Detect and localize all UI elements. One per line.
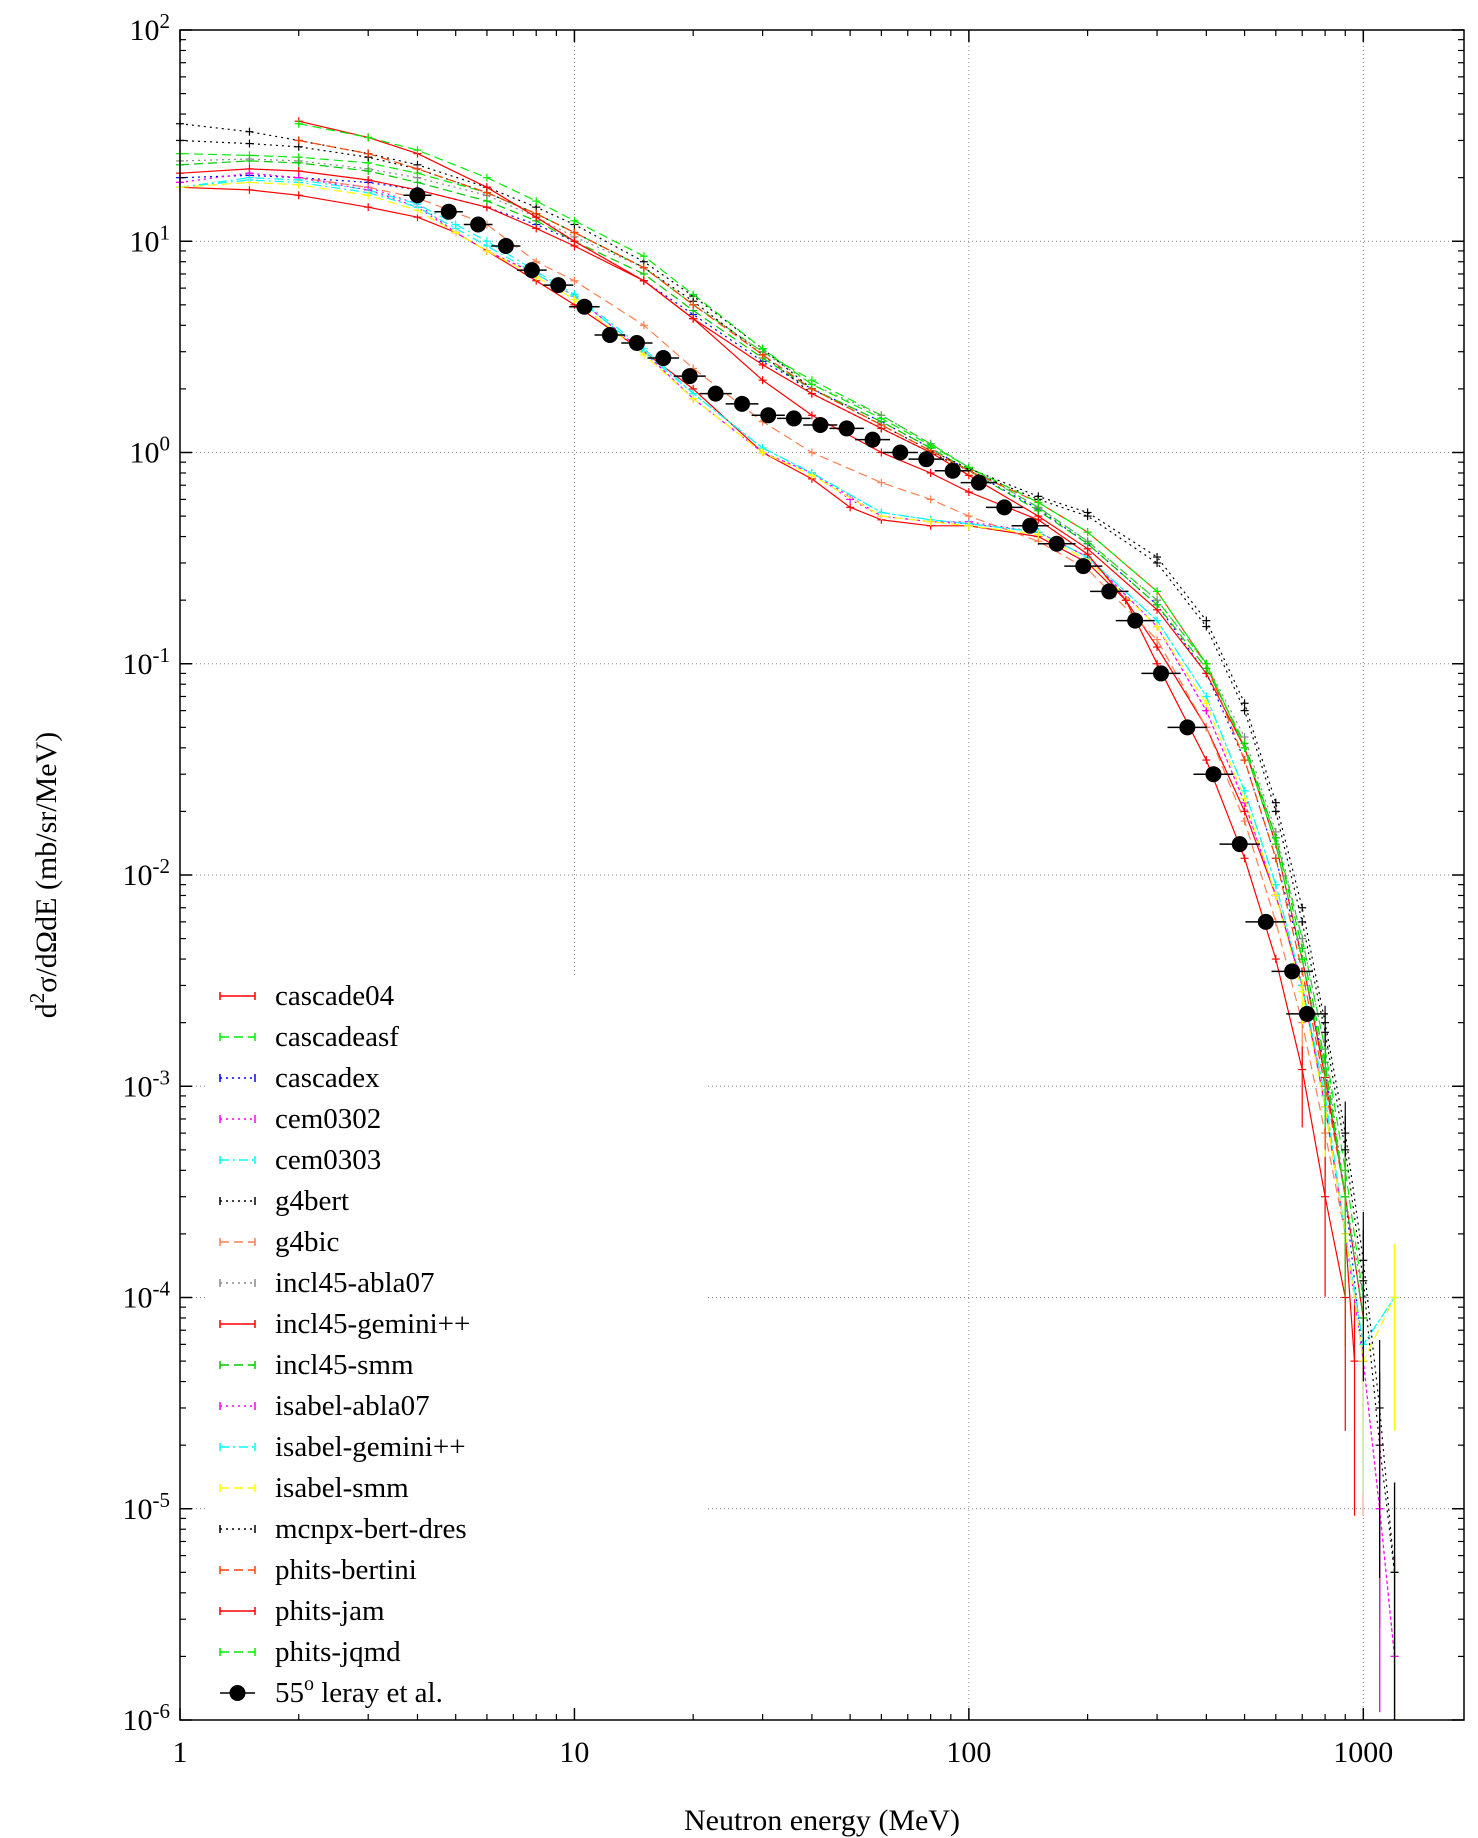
legend-item-cascadex: cascadex [219, 1062, 380, 1094]
legend: cascade04 cascadeasf cascadex cem0302 cem030… [219, 980, 470, 1709]
legend-label: phits-jqmd [275, 1636, 401, 1668]
legend-label: isabel-gemini++ [275, 1431, 466, 1463]
exp-point [655, 350, 672, 367]
exp-point [1299, 1005, 1316, 1022]
legend-label: cem0302 [275, 1103, 381, 1135]
exp-point [681, 368, 698, 385]
exp-point [1179, 719, 1196, 736]
exp-point [892, 444, 909, 461]
series-line [179, 172, 1396, 1657]
exp-point [1231, 836, 1248, 853]
exp-point [734, 395, 751, 412]
exp-point [1075, 558, 1092, 575]
experiment-layer [403, 187, 1328, 1022]
exp-point [864, 431, 881, 448]
legend-item-cascadeasf: cascadeasf [219, 1021, 399, 1053]
exp-point [576, 298, 593, 315]
exp-point [1048, 535, 1065, 552]
legend-item-cem0302: cem0302 [219, 1103, 381, 1135]
legend-marker [229, 1685, 246, 1701]
legend-item-incl45-gemini++: incl45-gemini++ [219, 1308, 470, 1340]
exp-point [1153, 665, 1170, 682]
exp-point [760, 407, 777, 424]
legend-item-phits-jam: phits-jam [219, 1595, 385, 1627]
y-tick-label: 10-1 [123, 643, 171, 681]
axis-ticks: 1 10 100 1000 102 101 100 10-1 10-2 10-3 10-4 10-5 1… [123, 9, 1464, 1769]
exp-point [1257, 913, 1274, 930]
series-phits-jqmd [294, 119, 1350, 1297]
y-tick-label: 10-3 [123, 1065, 171, 1103]
y-tick-label: 10-2 [123, 854, 171, 892]
legend-item-isabel-smm: isabel-smm [219, 1472, 409, 1504]
exp-point [707, 385, 724, 402]
legend-item-cascade04: cascade04 [219, 980, 395, 1012]
legend-item-experiment: 55o leray et al. [220, 1673, 443, 1709]
exp-point [409, 187, 426, 204]
legend-item-phits-bertini: phits-bertini [219, 1554, 417, 1586]
legend-item-g4bert: g4bert [219, 1185, 349, 1217]
exp-point [440, 203, 457, 220]
exp-point [785, 410, 802, 427]
exp-point [970, 474, 987, 491]
y-axis-label: d2σ/dΩdE (mb/sr/MeV) [25, 732, 63, 1018]
legend-item-incl45-abla07: incl45-abla07 [219, 1267, 434, 1299]
legend-label: g4bic [275, 1226, 339, 1258]
legend-label: isabel-smm [275, 1472, 409, 1504]
legend-label: phits-jam [275, 1595, 385, 1627]
x-tick-label: 1 [173, 1736, 188, 1769]
legend-label: cem0303 [275, 1144, 381, 1176]
y-tick-label: 10-6 [123, 1699, 171, 1737]
legend-item-g4bic: g4bic [219, 1226, 339, 1258]
exp-point [918, 451, 935, 468]
y-tick-label: 102 [130, 9, 171, 47]
exp-point [1284, 963, 1301, 980]
legend-item-mcnpx-bert-dres: mcnpx-bert-dres [219, 1513, 467, 1545]
exp-point [1205, 766, 1222, 783]
y-tick-label: 100 [130, 432, 171, 470]
legend-item-isabel-gemini++: isabel-gemini++ [219, 1431, 466, 1463]
exp-point [601, 326, 618, 343]
x-axis-label: Neutron energy (MeV) [684, 1804, 960, 1837]
legend-label: cascade04 [275, 980, 395, 1012]
exp-point [628, 334, 645, 351]
legend-label: isabel-abla07 [275, 1390, 430, 1422]
legend-label: 55o leray et al. [275, 1673, 443, 1709]
series-line [298, 123, 1346, 1197]
legend-item-isabel-abla07: isabel-abla07 [219, 1390, 430, 1422]
legend-label: cascadex [275, 1062, 380, 1094]
exp-point [1101, 583, 1118, 600]
legend-item-cem0303: cem0303 [219, 1144, 381, 1176]
legend-item-incl45-smm: incl45-smm [219, 1349, 414, 1381]
exp-point [838, 420, 855, 437]
legend-label: incl45-gemini++ [275, 1308, 470, 1340]
exp-point [497, 237, 514, 254]
x-tick-label: 100 [946, 1736, 991, 1769]
series-line [298, 139, 1346, 1197]
x-tick-label: 1000 [1333, 1736, 1393, 1769]
exp-point [470, 216, 487, 233]
exp-point [996, 499, 1013, 516]
legend-label: incl45-smm [275, 1349, 414, 1381]
exp-point [550, 277, 567, 294]
x-tick-label: 10 [559, 1736, 589, 1769]
series-line [179, 186, 1356, 1362]
exp-point [812, 416, 829, 433]
legend-label: mcnpx-bert-dres [275, 1513, 467, 1545]
exp-point [523, 262, 540, 279]
legend-label: g4bert [275, 1185, 349, 1217]
legend-label: cascadeasf [275, 1021, 399, 1053]
exp-point [1127, 612, 1144, 629]
series-line [179, 123, 1396, 1573]
y-tick-label: 10-5 [123, 1488, 171, 1526]
y-tick-label: 101 [130, 220, 171, 258]
y-tick-label: 10-4 [123, 1277, 171, 1315]
legend-item-phits-jqmd: phits-jqmd [219, 1636, 401, 1668]
legend-label: incl45-abla07 [275, 1267, 434, 1299]
legend-box [205, 978, 705, 1730]
exp-point [1022, 517, 1039, 534]
exp-point [944, 462, 961, 479]
legend-label: phits-bertini [275, 1554, 417, 1586]
